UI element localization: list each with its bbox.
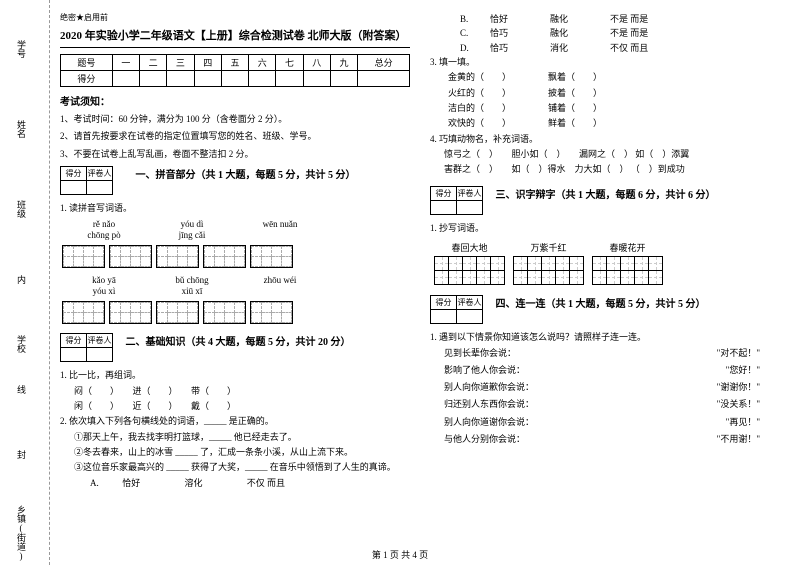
copy-word-block: 万紫千红 <box>513 241 584 285</box>
option-row: A. 恰好 溶化 不仅 而且 <box>60 476 410 490</box>
s2-q1: 1. 比一比，再组词。 <box>60 368 410 383</box>
score-stub: 得分评卷人 <box>60 333 113 362</box>
copy-word-block: 春暖花开 <box>592 241 663 285</box>
s2-q2: 2. 依次填入下列各句横线处的词语，_____ 是正确的。 <box>60 414 410 429</box>
copy-word-block: 春回大地 <box>434 241 505 285</box>
stub-grader-label: 评卷人 <box>87 334 113 348</box>
stub-score-label: 得分 <box>61 334 87 348</box>
margin-label: 内 <box>15 275 28 284</box>
page-footer: 第 1 页 共 4 页 <box>0 548 800 561</box>
section3-title: 三、识字辩字（共 1 大题，每题 6 分，共计 6 分） <box>496 186 716 201</box>
stub-score-label: 得分 <box>61 167 87 181</box>
confidential-tag: 绝密★启用前 <box>60 12 410 23</box>
s3-question: 1. 抄写词语。 <box>430 221 780 236</box>
score-table: 题号一二三四五六七八九总分 得分 <box>60 54 410 87</box>
stub-score-label: 得分 <box>431 295 457 309</box>
match-row: 别人向你道歉你会说："谢谢你！" <box>430 379 780 396</box>
stub-grader-label: 评卷人 <box>87 167 113 181</box>
notice-line: 1、考试时间：60 分钟，满分为 100 分（含卷面分 2 分）。 <box>60 112 410 126</box>
margin-label: 姓名 <box>15 120 28 138</box>
stub-grader-label: 评卷人 <box>457 295 483 309</box>
margin-label: 班级 <box>15 200 28 218</box>
section4-title: 四、连一连（共 1 大题，每题 5 分，共计 5 分） <box>496 295 706 310</box>
right-column: B.恰好融化不是 而是C.恰巧融化不是 而是D.恰巧消化不仅 而且 3. 填一填… <box>420 12 790 545</box>
s1-question: 1. 读拼音写词语。 <box>60 201 410 216</box>
match-row: 与他人分别你会说："不用谢！" <box>430 431 780 448</box>
score-stub: 得分评卷人 <box>430 186 483 215</box>
match-row: 见到长辈你会说："对不起！" <box>430 345 780 362</box>
exam-title: 2020 年实验小学二年级语文【上册】综合检测试卷 北师大版（附答案） <box>60 27 410 43</box>
margin-label: 线 <box>15 385 28 394</box>
page-container: 绝密★启用前 2020 年实验小学二年级语文【上册】综合检测试卷 北师大版（附答… <box>0 0 800 545</box>
left-column: 绝密★启用前 2020 年实验小学二年级语文【上册】综合检测试卷 北师大版（附答… <box>50 12 420 545</box>
option-row: B.恰好融化不是 而是 <box>430 12 780 26</box>
option-row: C.恰巧融化不是 而是 <box>430 26 780 40</box>
notice-line: 3、不要在试卷上乱写乱画，卷面不整洁扣 2 分。 <box>60 147 410 161</box>
notice-line: 2、请首先按要求在试卷的指定位置填写您的姓名、班级、学号。 <box>60 129 410 143</box>
s4-question: 1. 遇到以下情景你知道该怎么说吗？请照样子连一连。 <box>430 330 780 345</box>
notice-heading: 考试须知： <box>60 93 410 108</box>
stub-grader-label: 评卷人 <box>457 186 483 200</box>
s2-q4: 4. 巧填动物名，补充词语。 <box>430 132 780 147</box>
match-row: 归还别人东西你会说："没关系！" <box>430 396 780 413</box>
divider <box>60 47 410 48</box>
section1-title: 一、拼音部分（共 1 大题，每题 5 分，共计 5 分） <box>136 166 356 181</box>
match-row: 影响了他人你会说："您好！" <box>430 362 780 379</box>
section2-title: 二、基础知识（共 4 大题，每题 5 分，共计 20 分） <box>126 333 351 348</box>
margin-label: 学校 <box>15 335 28 353</box>
option-row: D.恰巧消化不仅 而且 <box>430 41 780 55</box>
match-row: 别人向你道谢你会说："再见！" <box>430 414 780 431</box>
score-stub: 得分评卷人 <box>60 166 113 195</box>
score-stub: 得分评卷人 <box>430 295 483 324</box>
s2-q3: 3. 填一填。 <box>430 55 780 70</box>
margin-label: 学号 <box>15 40 28 58</box>
margin-label: 封 <box>15 450 28 459</box>
stub-score-label: 得分 <box>431 186 457 200</box>
